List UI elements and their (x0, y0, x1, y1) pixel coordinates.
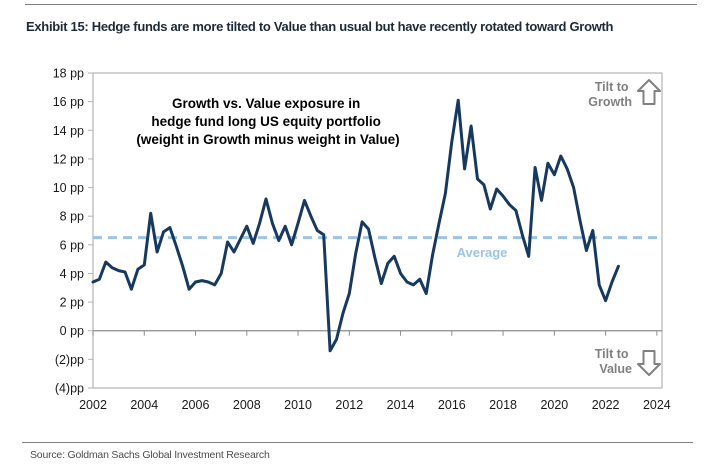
tilt-to-value-label: Tilt to Value (595, 347, 632, 376)
x-axis-tick-label: 2014 (387, 398, 415, 412)
top-rule (25, 4, 697, 5)
x-axis-tick-label: 2024 (643, 398, 671, 412)
y-axis-tick-label: 18 pp (53, 67, 84, 81)
x-axis-tick-label: 2008 (233, 398, 261, 412)
chart-title-line-3: (weight in Growth minus weight in Value) (136, 132, 399, 147)
x-axis-tick-label: 2022 (592, 398, 620, 412)
x-axis-tick-label: 2012 (335, 398, 363, 412)
chart-title-line-2: hedge fund long US equity portfolio (151, 114, 380, 129)
source-text: Source: Goldman Sachs Global Investment … (30, 449, 270, 461)
y-axis-tick-label: (2)pp (55, 353, 84, 367)
y-axis-tick-label: (4)pp (55, 382, 84, 396)
x-axis-tick-label: 2004 (130, 398, 158, 412)
x-axis-tick-label: 2020 (540, 398, 568, 412)
tilt-to-value-down-arrow-icon (637, 350, 661, 376)
plot-area-border (92, 72, 663, 389)
y-axis-tick-label: 14 pp (53, 124, 84, 138)
y-axis-tick-label: 6 pp (60, 238, 84, 252)
growth-vs-value-series-line (91, 98, 620, 353)
x-axis-tick-label: 2006 (182, 398, 210, 412)
x-axis-tick-label: 2010 (284, 398, 312, 412)
tilt-to-growth-label: Tilt to Growth (588, 80, 632, 109)
chart-title-line-1: Growth vs. Value exposure in (172, 96, 360, 111)
exhibit-title: Exhibit 15: Hedge funds are more tilted … (26, 19, 614, 34)
x-axis-tick-label: 2016 (438, 398, 466, 412)
y-axis-tick-label: 0 pp (60, 324, 84, 338)
y-axis-tick-label: 16 pp (53, 95, 84, 109)
x-axis-tick-label: 2002 (79, 398, 107, 412)
tilt-to-growth-up-arrow-icon (637, 79, 661, 105)
bottom-rule (22, 442, 693, 443)
y-axis-tick-label: 8 pp (60, 210, 84, 224)
x-axis-tick-label: 2018 (489, 398, 517, 412)
chart-title: Growth vs. Value exposure in hedge fund … (136, 96, 399, 147)
y-axis-tick-label: 4 pp (60, 267, 84, 281)
y-axis-tick-label: 2 pp (60, 296, 84, 310)
y-axis-tick-label: 10 pp (53, 181, 84, 195)
y-axis-tick-label: 12 pp (53, 152, 84, 166)
average-label: Average (457, 245, 508, 260)
